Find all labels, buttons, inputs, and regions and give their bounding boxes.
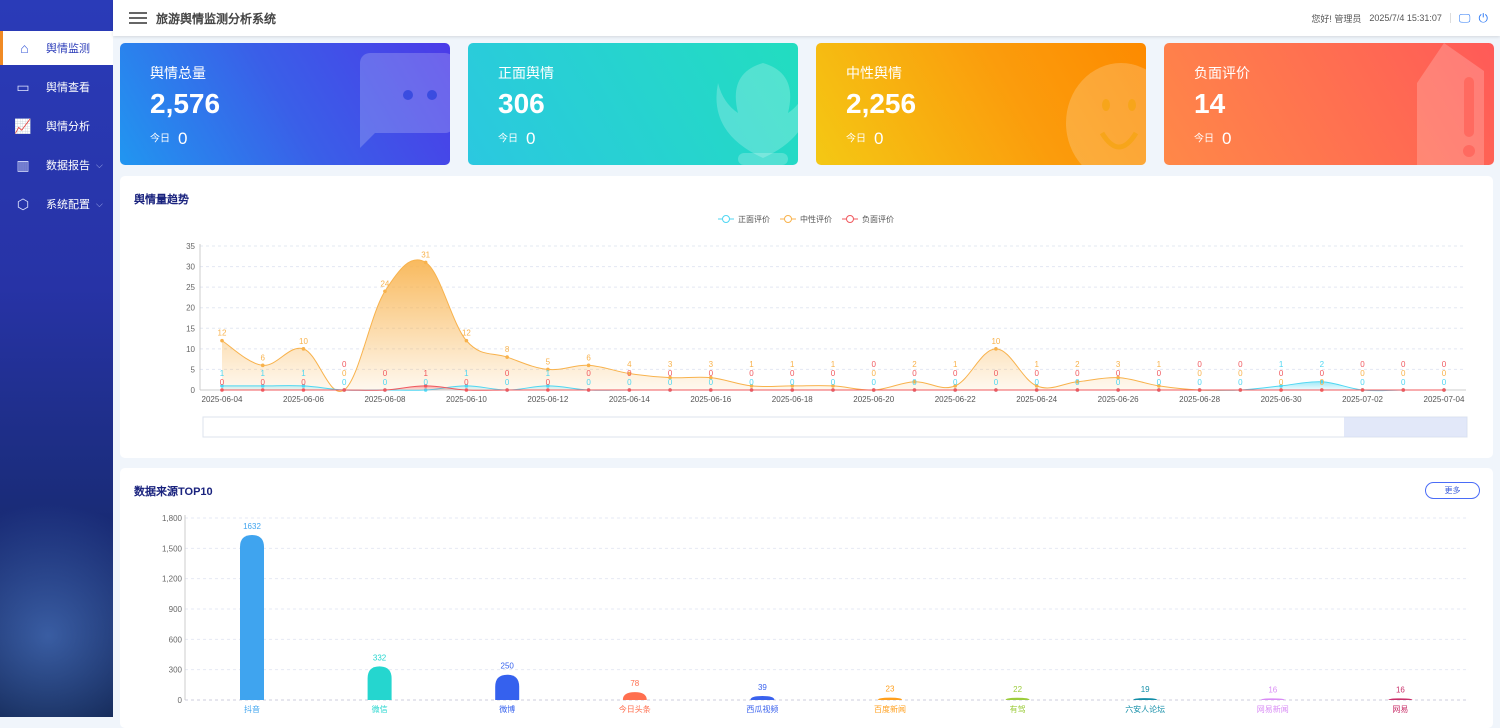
card-label: 中性舆情	[846, 65, 902, 81]
today-label: 今日	[846, 133, 866, 145]
source-panel: 数据来源TOP10 更多	[120, 468, 1493, 728]
line-chart-icon: 📈	[14, 117, 32, 134]
header: 旅游舆情监测分析系统 您好! 管理员 2025/7/4 15:31:07 🖵 ⏻	[113, 0, 1500, 36]
sidebar-item-3[interactable]: ▥ 数据报告 ⌵	[0, 148, 113, 182]
more-button[interactable]: 更多	[1425, 482, 1480, 499]
home-icon: ⌂	[20, 40, 29, 56]
card-value: 2,256	[846, 88, 917, 119]
sidebar-item-4[interactable]: ⬡ 系统配置 ⌵	[0, 187, 113, 221]
sidebar-item-label: 舆情查看	[46, 82, 90, 94]
stat-card-2[interactable]: 中性舆情 2,256 今日 0	[816, 43, 1146, 165]
source-title: 数据来源TOP10	[134, 486, 213, 498]
gear-icon: ⬡	[16, 195, 30, 212]
sidebar-item-0[interactable]: ⌂ 舆情监测	[0, 31, 113, 65]
sidebar-item-label: 舆情分析	[46, 121, 90, 133]
bar-chart-icon: ▥	[16, 156, 30, 173]
sidebar-item-1[interactable]: ▭ 舆情查看	[0, 70, 113, 104]
today-label: 今日	[1194, 133, 1214, 145]
card-value: 2,576	[150, 88, 221, 119]
sidebar-item-label: 数据报告	[46, 160, 90, 172]
today-value: 0	[178, 129, 188, 148]
sidebar: ⌂ 舆情监测 ▭ 舆情查看 📈 舆情分析 ▥ 数据报告 ⌵ ⬡ 系统配置 ⌵	[0, 0, 113, 717]
power-icon[interactable]: ⏻	[1478, 10, 1489, 25]
today-value: 0	[1222, 129, 1232, 148]
today-value: 0	[874, 129, 884, 148]
today-label: 今日	[498, 133, 518, 145]
stat-card-3[interactable]: 负面评价 14 今日 0	[1164, 43, 1494, 165]
monitor-list-icon: ▭	[16, 78, 30, 95]
chevron-down-icon: ⌵	[96, 198, 103, 209]
card-label: 正面舆情	[498, 65, 554, 81]
card-label: 负面评价	[1194, 65, 1250, 81]
stat-card-1[interactable]: 正面舆情 306 今日 0	[468, 43, 798, 165]
today-value: 0	[526, 129, 536, 148]
menu-toggle-icon[interactable]	[129, 12, 147, 24]
trend-title: 舆情量趋势	[134, 194, 189, 206]
card-value: 14	[1194, 88, 1226, 119]
today-label: 今日	[150, 133, 170, 145]
sidebar-item-2[interactable]: 📈 舆情分析	[0, 109, 113, 143]
sidebar-item-label: 系统配置	[46, 199, 90, 211]
card-value: 306	[498, 88, 545, 119]
card-label: 舆情总量	[150, 65, 206, 81]
trend-panel: 舆情量趋势	[120, 176, 1493, 458]
sidebar-item-label: 舆情监测	[46, 43, 90, 55]
app-title: 旅游舆情监测分析系统	[156, 11, 277, 26]
greeting: 您好! 管理员	[1311, 13, 1362, 24]
datetime: 2025/7/4 15:31:07	[1369, 13, 1442, 23]
screen-icon[interactable]: 🖵	[1458, 10, 1471, 25]
chevron-down-icon: ⌵	[96, 159, 103, 170]
stat-card-0[interactable]: 舆情总量 2,576 今日 0	[120, 43, 450, 165]
